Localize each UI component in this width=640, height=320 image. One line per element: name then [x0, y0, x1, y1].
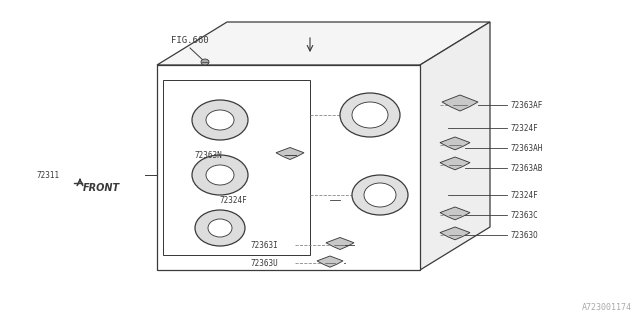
Text: 72363AH: 72363AH [510, 143, 542, 153]
Text: 72363O: 72363O [510, 230, 538, 239]
Text: 72363AF: 72363AF [510, 100, 542, 109]
Text: 72363U: 72363U [250, 259, 278, 268]
Polygon shape [440, 157, 470, 170]
Polygon shape [317, 256, 343, 267]
Ellipse shape [364, 183, 396, 207]
Ellipse shape [201, 59, 209, 65]
Ellipse shape [192, 100, 248, 140]
Text: 72324F: 72324F [510, 124, 538, 132]
Polygon shape [276, 148, 304, 159]
Text: 72363N: 72363N [195, 150, 222, 159]
Polygon shape [442, 95, 478, 111]
Text: 72363I: 72363I [250, 241, 278, 250]
Ellipse shape [352, 102, 388, 128]
Polygon shape [157, 22, 490, 65]
Polygon shape [157, 65, 420, 270]
Polygon shape [326, 237, 354, 250]
Polygon shape [420, 22, 490, 270]
Ellipse shape [192, 155, 248, 195]
Polygon shape [440, 227, 470, 240]
Text: 72363AB: 72363AB [510, 164, 542, 172]
Text: 72324F: 72324F [220, 196, 247, 204]
Polygon shape [440, 207, 470, 220]
Polygon shape [440, 137, 470, 150]
Ellipse shape [206, 110, 234, 130]
Ellipse shape [352, 175, 408, 215]
Ellipse shape [340, 93, 400, 137]
Ellipse shape [206, 165, 234, 185]
Ellipse shape [195, 210, 245, 246]
Ellipse shape [208, 219, 232, 237]
Text: 72363C: 72363C [510, 211, 538, 220]
Text: A723001174: A723001174 [582, 303, 632, 313]
Text: FIG.660: FIG.660 [171, 36, 209, 44]
Text: FRONT: FRONT [83, 183, 120, 193]
Text: 72311: 72311 [37, 171, 60, 180]
Text: 72324F: 72324F [510, 190, 538, 199]
